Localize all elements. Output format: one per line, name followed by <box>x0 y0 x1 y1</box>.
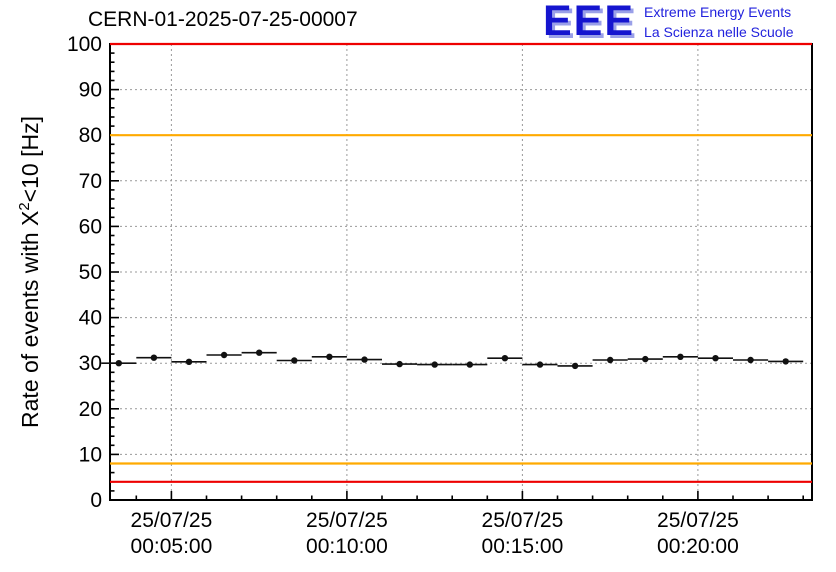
svg-text:10: 10 <box>79 443 102 466</box>
svg-text:20: 20 <box>79 398 102 421</box>
svg-text:25/07/25: 25/07/25 <box>657 509 739 532</box>
svg-text:25/07/25: 25/07/25 <box>306 509 388 532</box>
svg-text:00:10:00: 00:10:00 <box>306 535 388 558</box>
plot-title: CERN-01-2025-07-25-00007 <box>88 8 358 31</box>
svg-text:80: 80 <box>79 124 102 147</box>
eee-logo-line2: La Scienza nelle Scuole <box>644 24 794 40</box>
svg-text:25/07/25: 25/07/25 <box>131 509 213 532</box>
eee-logo: EEE Extreme Energy Events La Scienza nel… <box>543 0 793 45</box>
eee-logo-text: EEE <box>543 0 636 45</box>
svg-text:00:15:00: 00:15:00 <box>482 535 564 558</box>
svg-text:60: 60 <box>79 215 102 238</box>
svg-text:70: 70 <box>79 170 102 193</box>
svg-text:30: 30 <box>79 352 102 375</box>
svg-text:50: 50 <box>79 261 102 284</box>
svg-text:40: 40 <box>79 307 102 330</box>
svg-text:0: 0 <box>90 489 102 512</box>
svg-text:00:20:00: 00:20:00 <box>657 535 739 558</box>
svg-text:25/07/25: 25/07/25 <box>482 509 564 532</box>
svg-text:90: 90 <box>79 79 102 102</box>
svg-text:100: 100 <box>67 33 102 56</box>
svg-text:00:05:00: 00:05:00 <box>131 535 213 558</box>
eee-logo-caption: Extreme Energy Events La Scienza nelle S… <box>644 2 793 39</box>
eee-logo-line1: Extreme Energy Events <box>644 4 792 20</box>
